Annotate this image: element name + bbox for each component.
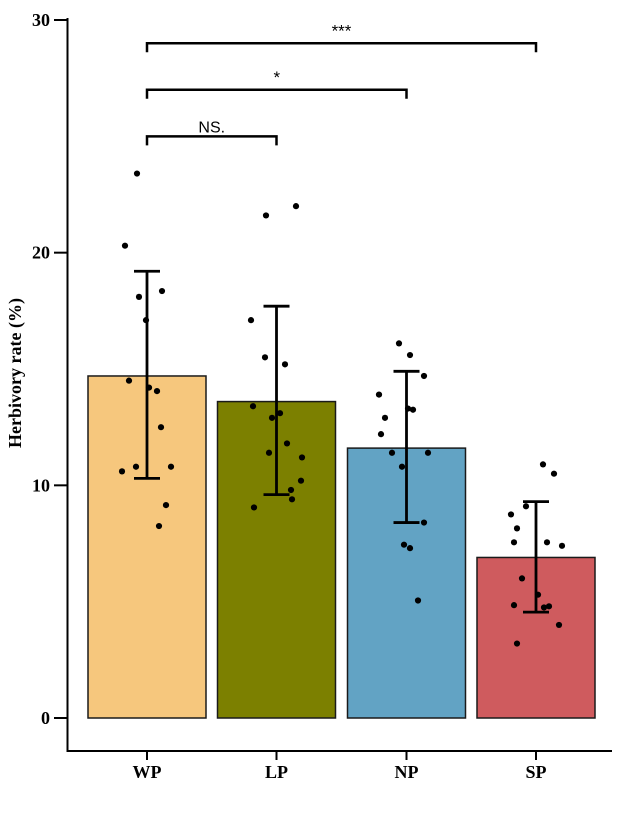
data-point (381, 414, 389, 421)
y-tick-label: 10 (32, 475, 50, 495)
significance-bracket-wp-np (145, 88, 408, 99)
y-tick-label: 20 (32, 243, 50, 263)
data-point (510, 539, 518, 546)
data-point (545, 603, 553, 610)
data-point (158, 287, 166, 295)
data-point (261, 354, 269, 361)
data-point (507, 511, 515, 518)
data-point (395, 340, 403, 347)
data-point (155, 522, 163, 530)
data-point (145, 384, 153, 391)
data-point (133, 170, 141, 177)
data-point (534, 591, 542, 598)
y-tick-label: 0 (41, 708, 50, 728)
data-point (388, 449, 396, 456)
data-point (420, 519, 428, 526)
data-point (404, 405, 412, 412)
data-point (268, 414, 276, 421)
data-point (157, 424, 165, 431)
data-point (287, 486, 295, 494)
x-category-label-lp: LP (265, 762, 288, 782)
data-point (375, 391, 383, 398)
data-point (406, 545, 414, 552)
data-point (522, 503, 530, 510)
data-point (292, 203, 300, 210)
data-point (162, 502, 170, 509)
data-point (518, 575, 526, 582)
data-point (281, 361, 289, 368)
data-point (510, 602, 518, 609)
data-point (121, 242, 129, 249)
x-category-label-wp: WP (133, 762, 162, 782)
data-point (247, 317, 255, 324)
data-point (262, 212, 270, 219)
data-point (297, 477, 305, 484)
data-point (118, 468, 126, 475)
data-point (125, 377, 133, 384)
y-tick-label: 30 (32, 10, 50, 30)
data-point (540, 604, 548, 611)
data-point (167, 463, 175, 470)
significance-label: *** (332, 21, 352, 40)
data-point (539, 461, 547, 468)
data-point (132, 463, 140, 470)
significance-label: * (273, 68, 280, 87)
data-point (298, 454, 306, 461)
data-point (288, 496, 296, 503)
data-point (153, 388, 161, 395)
data-point (409, 406, 417, 413)
x-category-label-sp: SP (525, 762, 546, 782)
data-point (420, 372, 428, 380)
data-point (249, 403, 257, 410)
data-point (424, 449, 432, 456)
data-point (276, 410, 284, 417)
significance-bracket-wp-sp (145, 42, 538, 53)
data-point (377, 431, 385, 438)
data-point (550, 470, 558, 477)
data-point (558, 542, 566, 549)
data-point (142, 317, 150, 324)
data-point (406, 351, 414, 359)
data-point (513, 640, 521, 647)
data-point (265, 449, 273, 456)
data-point (543, 539, 551, 546)
data-point (513, 525, 521, 532)
x-category-label-np: NP (395, 762, 419, 782)
significance-label: NS. (198, 119, 225, 136)
data-point (400, 541, 408, 548)
data-point (398, 463, 406, 470)
significance-bracket-wp-lp (145, 135, 278, 146)
data-point (283, 440, 291, 447)
data-point (250, 504, 258, 511)
y-axis-title: Herbivory rate (%) (5, 298, 26, 448)
data-point (555, 621, 563, 629)
data-point (414, 597, 422, 604)
data-point (135, 293, 143, 300)
